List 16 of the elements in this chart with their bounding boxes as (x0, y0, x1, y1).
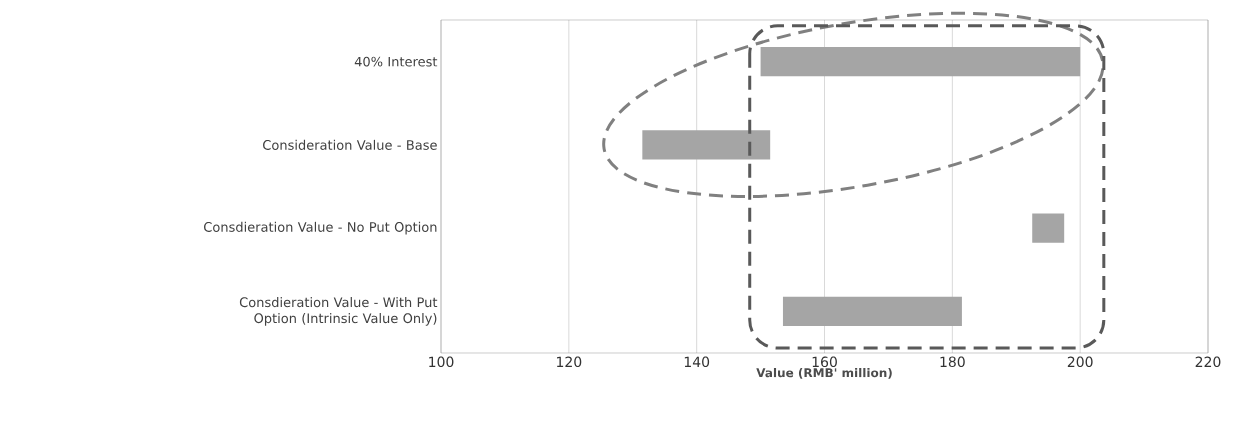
x-tick-label: 160 (812, 356, 837, 368)
y-tick-label: Consdieration Value - With Put Option (Intrinsic Value Only) (239, 297, 438, 326)
bar (782, 296, 962, 326)
x-tick-label: 180 (940, 356, 965, 368)
x-tick-label: 140 (684, 356, 710, 368)
x-tick-label: 220 (1195, 356, 1221, 368)
y-tick-label: Consdieration Value - No Put Option (204, 221, 437, 235)
y-tick-label: Consideration Value - Base (263, 139, 437, 150)
x-tick-label: 100 (429, 356, 454, 368)
bar (760, 47, 1081, 77)
bar (642, 130, 771, 160)
x-axis-title: Value (RMB' million) (756, 367, 892, 379)
bar (1032, 213, 1065, 243)
x-tick-label: 200 (1067, 356, 1093, 368)
x-tick-label: 120 (557, 356, 582, 368)
y-tick-label: 40% Interest (354, 56, 438, 67)
